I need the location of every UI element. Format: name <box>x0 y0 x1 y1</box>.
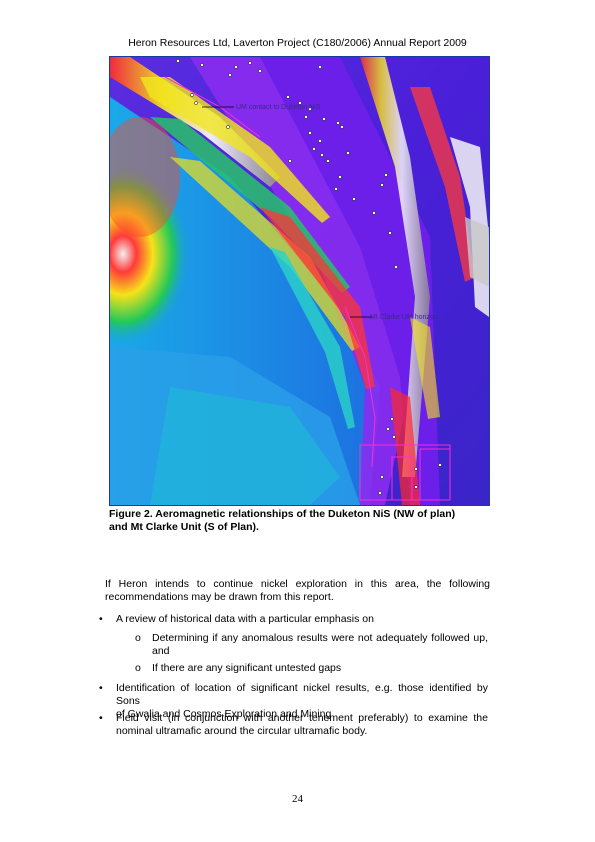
sub-list-item: o If there are any significant untested … <box>135 662 342 674</box>
bullet-icon: • <box>99 712 103 724</box>
um-contact-label: UM contact to Duketon NiS <box>236 104 321 111</box>
tenement-outlines <box>164 76 451 501</box>
sub-bullet-icon: o <box>135 632 141 644</box>
mt-clarke-label: Mt Clarke UM horizon <box>370 314 438 321</box>
page-number: 24 <box>292 793 303 805</box>
caption-line-1: Figure 2. Aeromagnetic relationships of … <box>109 508 456 520</box>
intro-line-1: If Heron intends to continue nickel expl… <box>105 578 490 590</box>
report-header: Heron Resources Ltd, Laverton Project (C… <box>128 37 467 49</box>
intro-line-2: recommendations may be drawn from this r… <box>105 591 334 603</box>
figure-caption: Figure 2. Aeromagnetic relationships of … <box>109 508 489 533</box>
sub-list-item: o Determining if any anomalous results w… <box>135 632 488 657</box>
sub-bullet-icon: o <box>135 662 141 674</box>
aeromagnetic-map: UM contact to Duketon NiS Mt Clarke UM h… <box>109 56 490 506</box>
bullet-icon: • <box>99 613 103 625</box>
bullet-icon: • <box>99 682 103 694</box>
intro-paragraph: If Heron intends to continue nickel expl… <box>105 578 490 604</box>
list-item: • Field visit (in conjunction with anoth… <box>99 712 488 737</box>
caption-line-2: and Mt Clarke Unit (S of Plan). <box>109 520 259 533</box>
list-item: • A review of historical data with a par… <box>99 613 374 625</box>
list-item: • Identification of location of signific… <box>99 682 488 720</box>
drill-holes <box>176 59 442 495</box>
